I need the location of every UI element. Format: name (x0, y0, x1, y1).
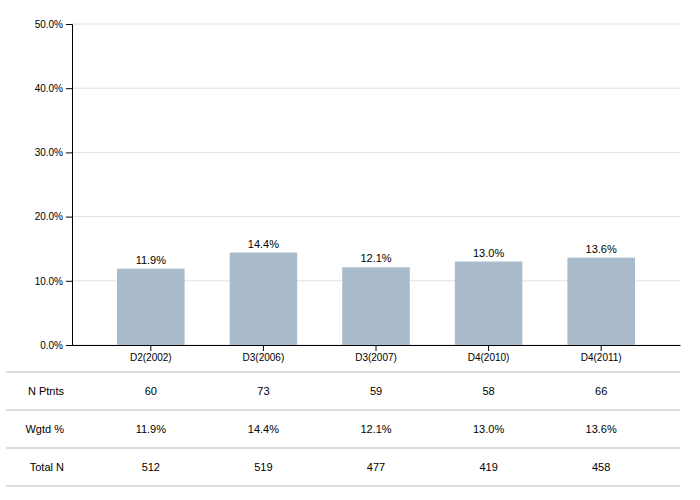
table-row-label: Total N (30, 461, 64, 473)
y-tick-label: 0.0% (40, 340, 63, 351)
table-cell: 13.0% (473, 423, 504, 435)
table-cell: 519 (254, 461, 272, 473)
y-tick: 20.0% (35, 211, 72, 222)
table-cell: 512 (142, 461, 160, 473)
y-axis: 0.0% 10.0% 20.0% 30.0% 40.0% 50.0% (35, 19, 73, 351)
table-cell: 13.6% (586, 423, 617, 435)
x-tick: D3(2007) (355, 345, 397, 363)
table-row-label: Wgtd % (25, 423, 64, 435)
table-rule (6, 372, 680, 373)
x-tick-label: D2(2002) (130, 352, 172, 363)
x-tick-mark (263, 345, 264, 351)
bar (455, 262, 523, 345)
x-tick-label: D4(2010) (468, 352, 510, 363)
table-cell: 11.9% (136, 423, 167, 435)
x-tick-label: D3(2006) (243, 352, 285, 363)
x-tick-label: D4(2011) (581, 352, 622, 363)
y-tick-mark (66, 281, 72, 282)
bars (117, 253, 635, 345)
data-label: 12.1% (360, 252, 391, 264)
y-tick-label: 20.0% (35, 211, 63, 222)
table-cell: 419 (479, 461, 497, 473)
y-tick-label: 10.0% (35, 276, 63, 287)
x-tick: D4(2010) (468, 345, 510, 363)
table-cell: 73 (257, 385, 269, 397)
y-tick-mark (66, 152, 72, 153)
table-cell: 458 (592, 461, 610, 473)
table-cell: 60 (145, 385, 157, 397)
data-label: 13.6% (586, 243, 617, 255)
x-tick-mark (601, 345, 602, 351)
x-tick-mark (150, 345, 151, 351)
table-cell: 59 (370, 385, 382, 397)
chart: 0.0% 10.0% 20.0% 30.0% 40.0% 50.0% D2(2002) D3(… (0, 0, 700, 500)
table-rule (6, 410, 680, 411)
bar (117, 269, 185, 345)
grid (72, 24, 680, 345)
table-cell: 58 (482, 385, 494, 397)
table-row-label: N Ptnts (28, 385, 65, 397)
bar (342, 267, 410, 345)
data-label: 11.9% (136, 254, 167, 266)
grid-line (72, 216, 680, 217)
table: N Ptnts 60 73 59 58 66 Wgtd % 11.9% 14.4% 12.1% 13… (6, 372, 680, 486)
table-cell: 477 (367, 461, 385, 473)
data-label: 13.0% (473, 247, 504, 259)
y-axis-line (66, 25, 73, 346)
y-tick-mark (66, 345, 72, 346)
y-tick: 10.0% (35, 276, 72, 287)
y-tick-label: 50.0% (35, 19, 63, 30)
x-tick-mark (376, 345, 377, 351)
y-tick: 40.0% (35, 83, 72, 94)
bar (230, 253, 298, 345)
y-tick-label: 40.0% (35, 83, 63, 94)
table-cell: 66 (595, 385, 607, 397)
table-cell: 14.4% (248, 423, 279, 435)
y-tick-mark (66, 88, 72, 89)
x-tick: D2(2002) (130, 345, 172, 363)
y-tick-mark (66, 217, 72, 218)
grid-line (72, 152, 680, 153)
table-rule (6, 486, 680, 487)
y-tick-mark (66, 24, 72, 25)
x-tick-label: D3(2007) (355, 352, 397, 363)
plot: 0.0% 10.0% 20.0% 30.0% 40.0% 50.0% D2(2002) D3(… (35, 19, 681, 363)
y-tick: 30.0% (35, 147, 72, 158)
x-tick: D3(2006) (243, 345, 285, 363)
y-tick: 0.0% (40, 340, 72, 351)
y-tick: 50.0% (35, 19, 72, 30)
x-tick: D4(2011) (581, 345, 622, 363)
x-tick-mark (488, 345, 489, 351)
table-cell: 12.1% (360, 423, 391, 435)
data-labels: 11.9% 14.4% 12.1% 13.0% 13.6% (136, 238, 617, 266)
grid-line (72, 24, 680, 25)
table-rule (6, 448, 680, 449)
y-tick-label: 30.0% (35, 147, 63, 158)
x-axis: D2(2002) D3(2006) D3(2007) D4(2010) D4(2011) (73, 345, 681, 363)
data-label: 14.4% (248, 238, 279, 250)
grid-line (72, 88, 680, 89)
bar (567, 258, 635, 345)
